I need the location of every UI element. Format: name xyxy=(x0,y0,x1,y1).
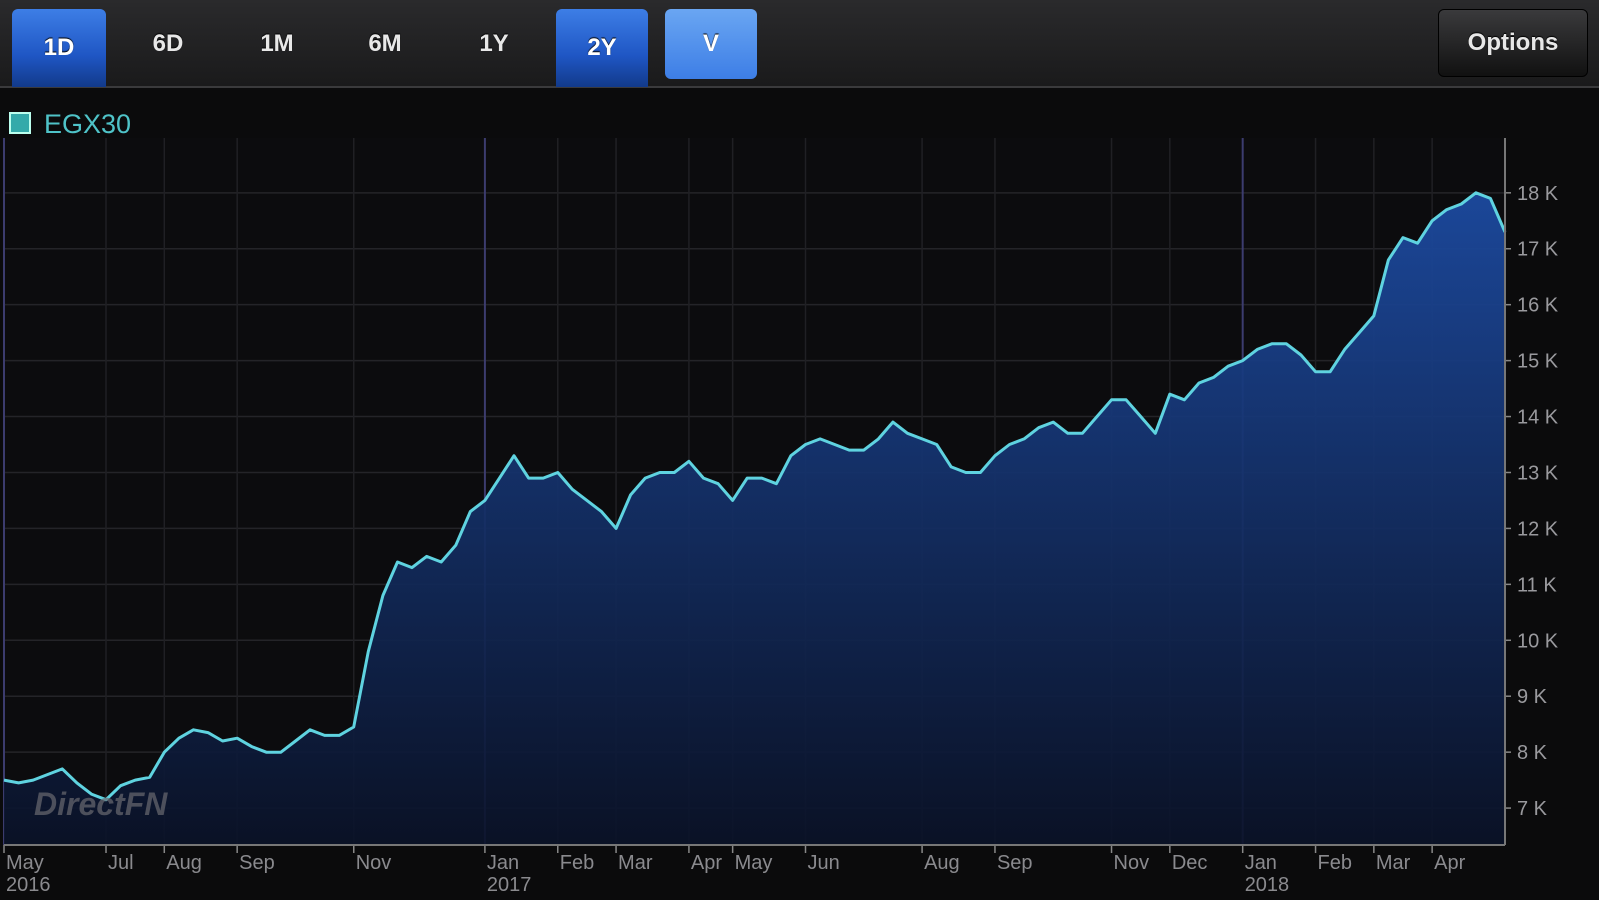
y-tick-label: 11 K xyxy=(1517,574,1557,596)
line xyxy=(3,191,1507,802)
x-tick-label: May 2016 xyxy=(6,852,51,896)
x-tick-label: Sep xyxy=(239,852,275,874)
x-tick-label: Apr xyxy=(690,852,723,874)
x-tick-label: Nov xyxy=(1113,852,1150,874)
x-tick-label: Mar xyxy=(1375,852,1411,874)
y-tick-label: 12 K xyxy=(1517,518,1559,540)
range-button[interactable]: 1M xyxy=(260,30,294,57)
x-tick-label: Mar xyxy=(618,852,653,874)
y-tick-label: 7 K xyxy=(1517,798,1548,820)
x-tick-label: Aug xyxy=(166,852,202,874)
x-tick-label: Feb xyxy=(1317,852,1353,874)
options-button[interactable]: Options xyxy=(1438,9,1588,77)
range-button[interactable]: 2Y xyxy=(556,9,648,87)
range-button[interactable]: V xyxy=(665,9,757,79)
y-tick-label: 17 K xyxy=(1517,239,1559,261)
y-tick-label: 15 K xyxy=(1517,351,1559,373)
legend-label: EGX30 xyxy=(44,109,131,139)
y-tick-label: 18 K xyxy=(1517,183,1559,205)
y-tick-label: 10 K xyxy=(1517,630,1559,652)
x-tick-label: Nov xyxy=(355,852,392,874)
y-tick-label: 16 K xyxy=(1517,295,1559,317)
legend-swatch xyxy=(9,112,31,134)
range-button[interactable]: 1D xyxy=(12,9,106,87)
y-tick-label: 9 K xyxy=(1517,686,1548,708)
x-tick-label: May xyxy=(734,852,773,874)
watermark: DirectFN xyxy=(34,786,168,822)
x-tick-label: Jul xyxy=(108,852,134,874)
range-button[interactable]: 6M xyxy=(368,30,402,57)
x-tick-label: Jan 2017 xyxy=(486,852,532,896)
x-tick-label: Jan 2018 xyxy=(1244,852,1290,896)
y-tick-label: 13 K xyxy=(1517,462,1559,484)
x-tick-label: Apr xyxy=(1434,852,1466,874)
x-tick-label: Jun xyxy=(807,852,840,874)
x-tick-label: Sep xyxy=(996,852,1033,874)
toolbar: 1D 6D 1M 6M 1Y 2Y V Options xyxy=(0,0,1599,88)
x-tick-label: Dec xyxy=(1171,852,1208,874)
x-tick-label: Aug xyxy=(924,852,960,874)
y-tick-label: 14 K xyxy=(1517,407,1559,429)
area xyxy=(4,192,1505,846)
range-button[interactable]: 6D xyxy=(152,30,184,57)
y-tick-label: 8 K xyxy=(1517,742,1548,764)
range-button[interactable]: 1Y xyxy=(479,30,509,57)
x-tick-label: Feb xyxy=(559,852,595,874)
